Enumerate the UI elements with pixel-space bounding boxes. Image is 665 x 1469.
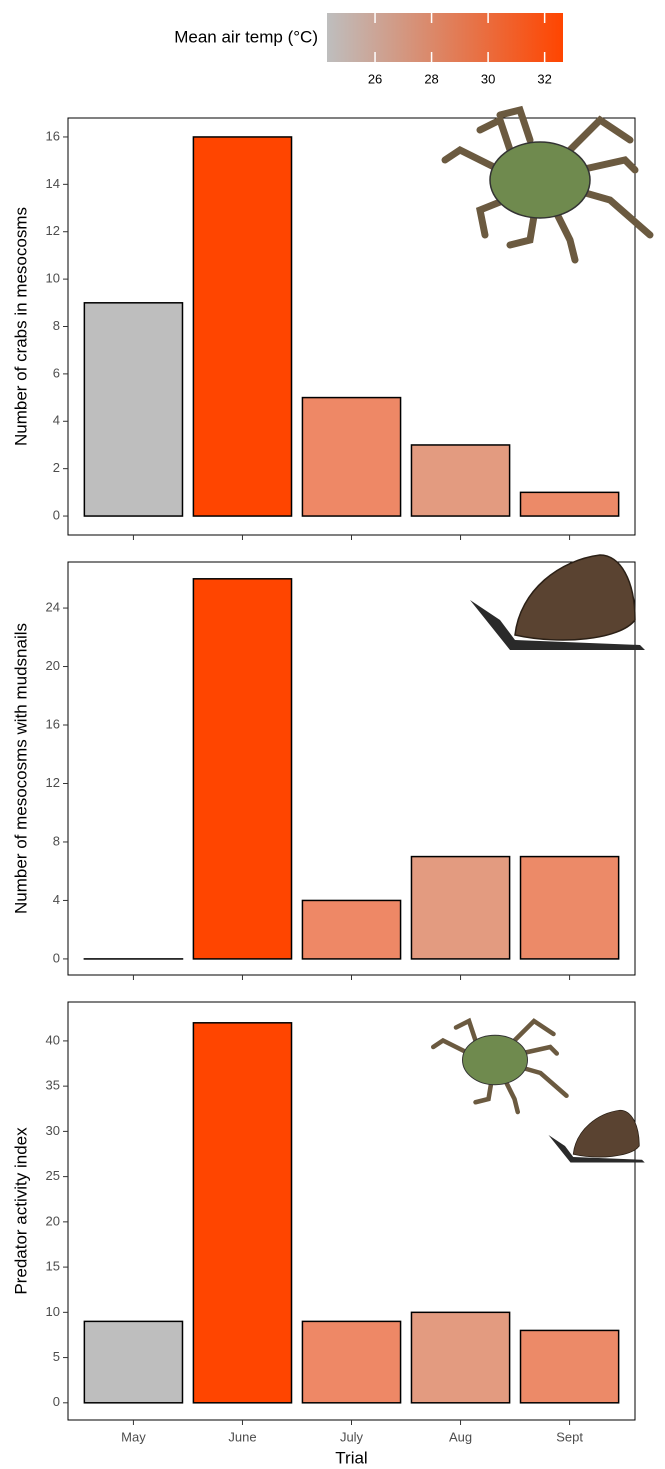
y-tick-label: 0 [53,950,60,965]
y-tick-label: 14 [46,176,60,191]
crab-icon [445,110,650,260]
y-tick-label: 20 [46,658,60,673]
bar [302,1321,400,1402]
figure: Mean air temp (°C) 262830320246810121416… [0,0,665,1469]
legend-title: Mean air temp (°C) [174,27,318,46]
y-tick-label: 10 [46,1304,60,1319]
x-tick-label: Sept [556,1429,583,1444]
bar [411,445,509,516]
y-tick-label: 10 [46,271,60,286]
y-tick-label: 20 [46,1213,60,1228]
y-tick-label: 15 [46,1259,60,1274]
y-tick-label: 12 [46,223,60,238]
y-tick-label: 0 [53,507,60,522]
y-tick-label: 40 [46,1032,60,1047]
bar [521,1330,619,1402]
x-tick-label: Aug [449,1429,472,1444]
y-tick-label: 30 [46,1123,60,1138]
y-tick-label: 0 [53,1394,60,1409]
snail-icon [470,555,645,650]
x-tick-label: May [121,1429,146,1444]
y-tick-label: 4 [53,413,60,428]
y-axis-title: Predator activity index [11,1127,30,1295]
y-tick-label: 25 [46,1168,60,1183]
crab-icon [433,1021,566,1112]
bar [521,492,619,516]
y-tick-label: 12 [46,775,60,790]
bar [193,579,291,959]
bar [411,1312,509,1402]
colorbar-tick-label: 30 [481,71,495,86]
bar [302,398,400,516]
x-tick-label: July [340,1429,364,1444]
x-axis-title: Trial [335,1448,367,1467]
colorbar-tick-label: 26 [368,71,382,86]
y-tick-label: 16 [46,716,60,731]
y-tick-label: 6 [53,365,60,380]
y-axis-title: Number of mesocosms with mudsnails [11,623,30,914]
bar [84,303,182,516]
colorbar [327,13,563,62]
colorbar-tick-label: 28 [424,71,438,86]
bar [521,857,619,959]
y-tick-label: 5 [53,1349,60,1364]
y-axis-title: Number of crabs in mesocosms [11,207,30,446]
y-tick-label: 8 [53,318,60,333]
bar [84,1321,182,1402]
x-tick-label: June [228,1429,256,1444]
y-tick-label: 35 [46,1078,60,1093]
bar [193,137,291,516]
y-tick-label: 4 [53,892,60,907]
y-tick-label: 16 [46,128,60,143]
colorbar-tick-label: 32 [537,71,551,86]
y-tick-label: 2 [53,460,60,475]
y-tick-label: 8 [53,833,60,848]
bar [302,900,400,958]
y-tick-label: 24 [46,599,60,614]
bar [193,1023,291,1403]
bar [411,857,509,959]
snail-icon [549,1110,645,1162]
